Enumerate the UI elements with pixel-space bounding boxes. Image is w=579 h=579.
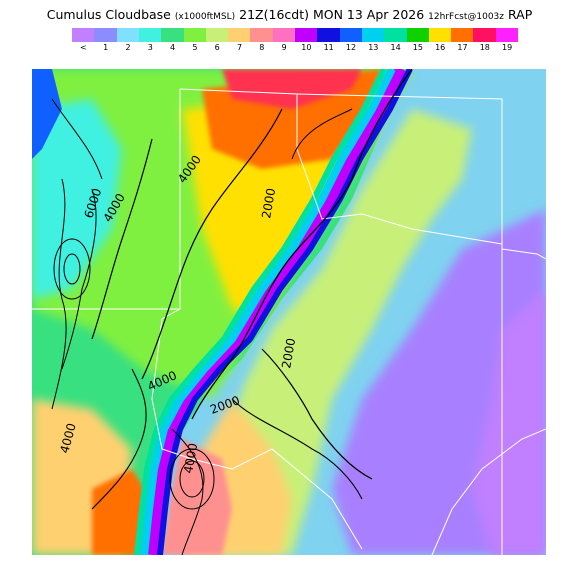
legend-swatch xyxy=(138,28,162,42)
dryline-cyan xyxy=(140,69,396,555)
title-product: Cumulus Cloudbase xyxy=(46,7,171,22)
legend-swatch xyxy=(205,28,229,42)
contour-label: 2000 xyxy=(259,187,278,220)
border-red-river xyxy=(296,148,503,245)
legend-swatch xyxy=(317,28,341,42)
contour-2000-b xyxy=(261,348,373,480)
legend-label: 7 xyxy=(236,43,243,52)
legend-label: 5 xyxy=(192,43,198,52)
legend-label: 17 xyxy=(457,43,468,52)
field-blue-corner xyxy=(32,69,62,159)
legend-swatch xyxy=(495,28,519,42)
legend-swatch xyxy=(295,28,318,42)
legend-label: 13 xyxy=(368,43,379,52)
title-forecast: 12hrFcst@1003z xyxy=(428,12,504,22)
color-legend: <1 2 3 4 5 6 7 8 9 10 11 12 13 14 15 16 17 18 19 xyxy=(72,28,519,56)
legend-swatch xyxy=(94,28,118,42)
legend-label: 8 xyxy=(259,43,265,52)
legend-label: 4 xyxy=(170,43,176,52)
legend-swatch xyxy=(339,28,363,42)
title-units: (x1000ftMSL) xyxy=(174,12,236,22)
contour-west-a xyxy=(51,178,67,410)
legend-swatch xyxy=(72,28,95,42)
contour-north xyxy=(291,108,353,160)
dryline-violet xyxy=(145,69,409,555)
legend-label: 6 xyxy=(214,43,220,52)
legend-label: 11 xyxy=(323,43,334,52)
legend-label: 1 xyxy=(103,43,109,52)
legend-label: 16 xyxy=(435,43,446,52)
border-ar xyxy=(501,248,546,260)
title-model: RAP xyxy=(507,7,533,22)
legend-swatch xyxy=(361,28,385,42)
border-east-line xyxy=(296,93,503,555)
contour-ring-a xyxy=(169,448,215,510)
border-gulf-coast xyxy=(431,428,546,555)
contour-2000-c xyxy=(231,398,363,500)
legend-swatch xyxy=(384,28,407,42)
contour-ring-d xyxy=(63,253,81,285)
legend-label: 15 xyxy=(412,43,423,52)
contour-4000-a xyxy=(141,108,283,380)
legend-label: 10 xyxy=(301,43,312,52)
legend-label: 14 xyxy=(390,43,401,52)
contour-4000-b xyxy=(91,368,147,510)
title-valid-time: 21Z(16cdt) MON 13 Apr 2026 xyxy=(239,7,425,22)
legend-swatch xyxy=(272,28,296,42)
contour-dryline xyxy=(191,69,413,420)
contour-ring-b xyxy=(179,460,205,498)
legend-label: 2 xyxy=(125,43,131,52)
contour-label: 2000 xyxy=(279,337,298,370)
contour-nw xyxy=(51,98,103,180)
field-red-north xyxy=(222,69,362,109)
legend-swatch xyxy=(161,28,184,42)
legend-swatch xyxy=(228,28,251,42)
contour-4000-c xyxy=(171,428,204,555)
legend-label: 9 xyxy=(281,43,287,52)
legend-swatch xyxy=(183,28,207,42)
legend-swatch xyxy=(428,28,452,42)
border-rio-grande xyxy=(151,308,233,470)
contour-lines xyxy=(51,69,413,555)
contour-ring-c xyxy=(53,238,91,300)
legend-swatch xyxy=(451,28,474,42)
field-pink-south xyxy=(162,439,232,555)
legend-label: 19 xyxy=(501,43,513,52)
contour-label: 4000 xyxy=(181,442,200,475)
legend-swatch xyxy=(473,28,497,42)
field-violet-east xyxy=(472,289,546,555)
contour-6000 xyxy=(91,138,153,340)
state-borders xyxy=(32,88,546,555)
legend-label: 3 xyxy=(147,43,153,52)
legend-swatch xyxy=(406,28,430,42)
chart-title: Cumulus Cloudbase (x1000ftMSL) 21Z(16cdt… xyxy=(0,7,579,22)
contour-west-b xyxy=(61,188,97,370)
field-teal-northwest xyxy=(32,99,122,299)
border-coast-sw xyxy=(231,448,363,550)
legend-label: 12 xyxy=(345,43,357,52)
dryline-sea xyxy=(134,69,387,555)
legend-label: 18 xyxy=(479,43,490,52)
legend-label: < xyxy=(80,43,87,52)
legend-swatch xyxy=(116,28,140,42)
map-panel: 6000 4000 4000 2000 2000 2000 4000 4000 4000 xyxy=(32,69,546,555)
legend-swatch xyxy=(250,28,274,42)
